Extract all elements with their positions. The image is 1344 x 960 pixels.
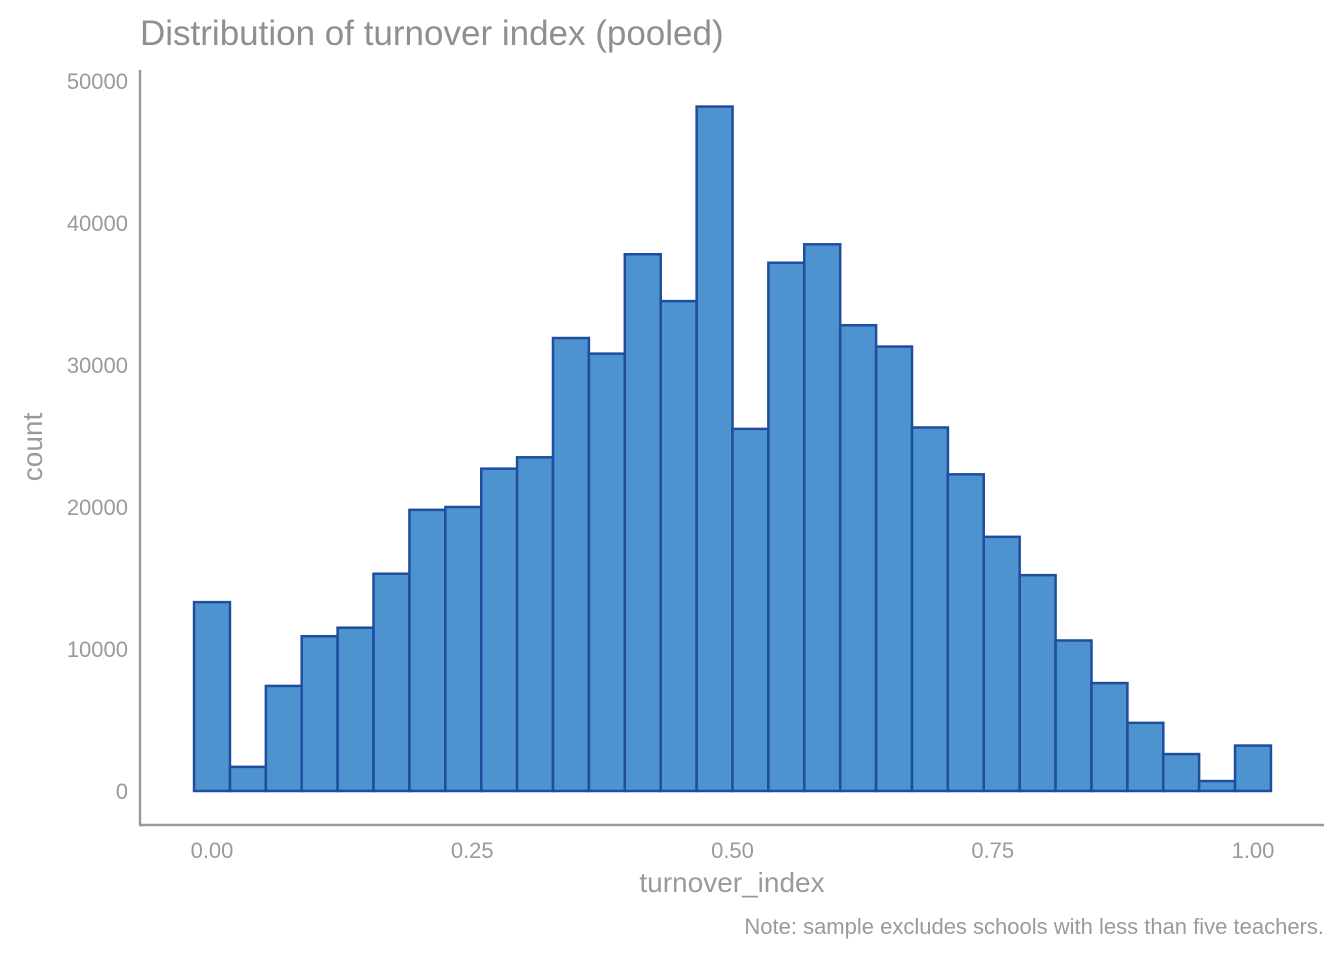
bars-layer xyxy=(192,105,1273,793)
x-axis-label: turnover_index xyxy=(639,867,824,898)
histogram-bar xyxy=(659,299,698,793)
histogram-bar xyxy=(551,336,591,793)
histogram-bar xyxy=(264,684,304,793)
histogram-bar xyxy=(408,508,447,793)
x-tick-label: 0.75 xyxy=(971,838,1014,863)
x-tick-label: 1.00 xyxy=(1232,838,1275,863)
y-tick-label: 50000 xyxy=(67,69,128,94)
histogram-bar xyxy=(1197,779,1237,793)
histogram-bar xyxy=(1054,639,1093,793)
x-tick-label: 0.00 xyxy=(191,838,234,863)
y-tick-label: 20000 xyxy=(67,495,128,520)
histogram-bar xyxy=(946,473,985,793)
chart-title: Distribution of turnover index (pooled) xyxy=(140,14,724,53)
x-tick-labels: 0.00 0.25 0.50 0.75 1.00 xyxy=(191,838,1275,863)
histogram-bar xyxy=(982,535,1021,793)
x-tick-label: 0.25 xyxy=(451,838,494,863)
histogram-bar xyxy=(587,352,627,793)
y-tick-label: 10000 xyxy=(67,637,128,662)
histogram-bar xyxy=(480,467,519,793)
histogram-bar xyxy=(300,634,339,793)
histogram-bar xyxy=(803,243,842,793)
histogram-bar xyxy=(1233,744,1273,793)
histogram-bar xyxy=(838,323,878,793)
histogram-bar xyxy=(515,456,555,793)
y-axis-label: count xyxy=(17,413,48,482)
y-tick-label: 30000 xyxy=(67,353,128,378)
histogram-bar xyxy=(623,252,662,793)
histogram-bar xyxy=(444,505,483,793)
histogram-bar xyxy=(731,427,770,793)
histogram-bar xyxy=(1161,752,1201,793)
y-tick-label: 40000 xyxy=(67,211,128,236)
histogram-bar xyxy=(372,572,411,793)
histogram-bar xyxy=(1090,681,1129,793)
histogram-bar xyxy=(695,105,734,793)
y-tick-labels: 0 10000 20000 30000 40000 50000 xyxy=(67,69,128,804)
histogram-bar xyxy=(228,765,268,793)
histogram-bar xyxy=(874,345,914,793)
histogram-bar xyxy=(1018,573,1057,793)
y-tick-label: 0 xyxy=(116,779,128,804)
histogram-bar xyxy=(192,600,232,793)
histogram-bar xyxy=(336,626,375,793)
chart-caption: Note: sample excludes schools with less … xyxy=(744,914,1324,939)
histogram-bar xyxy=(1126,721,1165,793)
x-tick-label: 0.50 xyxy=(711,838,754,863)
histogram-bar xyxy=(910,426,950,793)
histogram-bar xyxy=(767,261,806,793)
